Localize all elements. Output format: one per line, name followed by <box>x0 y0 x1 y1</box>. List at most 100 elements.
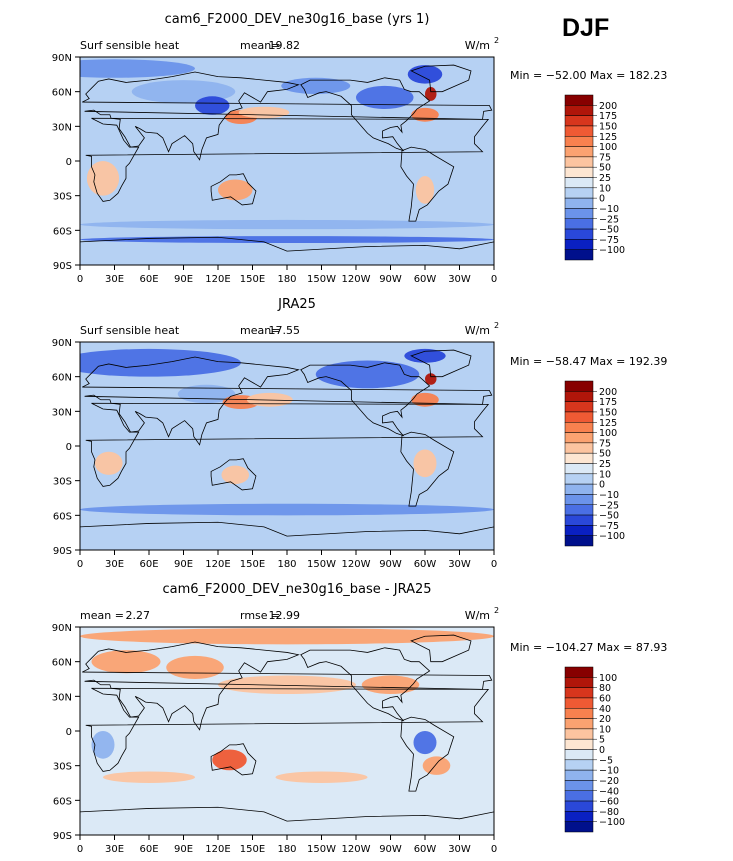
colorbar-label: 10 <box>599 724 611 735</box>
colorbar-label: −75 <box>599 235 619 246</box>
lon-tick-label: 180 <box>277 274 296 285</box>
lon-tick-label: 90E <box>174 274 193 285</box>
lat-tick-label: 0 <box>66 727 72 738</box>
colorbar-swatch <box>564 535 594 547</box>
min-max-label: Min = −104.27 Max = 87.93 <box>510 641 667 654</box>
colorbar-label: 125 <box>599 132 617 143</box>
colorbar-swatch <box>564 483 594 495</box>
coastline <box>410 349 472 378</box>
lon-tick-label: 30W <box>448 559 471 570</box>
colorbar-label: 0 <box>599 480 605 491</box>
lon-tick-label: 30W <box>448 844 471 855</box>
colorbar-swatch <box>564 401 594 413</box>
colorbar-label: −50 <box>599 511 619 522</box>
coastline <box>410 634 472 663</box>
field-blob <box>315 360 420 389</box>
coastline <box>300 647 431 722</box>
lat-tick-label: 0 <box>66 442 72 453</box>
colorbar-label: −5 <box>599 755 613 766</box>
field-blob <box>275 771 368 783</box>
coastline <box>85 687 490 772</box>
colorbar-swatch <box>564 697 594 709</box>
field-blob <box>80 628 494 645</box>
map-panel-3: 90N 60N 30N 0 30S 60S 90S 0 30E 60E 90E 120E 150E 180… <box>52 582 668 855</box>
field-blob <box>80 348 241 377</box>
lon-tick-label: 30E <box>105 274 124 285</box>
field-blob <box>195 96 230 115</box>
rmse-value: 12.99 <box>269 609 301 622</box>
field-blob <box>425 87 437 101</box>
colorbar-label: 50 <box>599 449 611 460</box>
coastline <box>210 458 257 491</box>
mean-label: mean = <box>80 609 124 622</box>
lon-tick-label: 120W <box>342 274 371 285</box>
field-blob <box>80 236 494 244</box>
lon-tick-label: 0 <box>77 274 83 285</box>
field-blob <box>356 85 414 109</box>
lon-tick-label: 0 <box>491 559 497 570</box>
field-layer <box>80 627 494 835</box>
lon-tick-label: 0 <box>77 844 83 855</box>
colorbar-label: −20 <box>599 776 619 787</box>
lon-tick-label: 60E <box>139 844 158 855</box>
units-label: W/m <box>465 39 490 52</box>
colorbar-label: 100 <box>599 428 617 439</box>
lon-tick-label: 60E <box>139 559 158 570</box>
colorbar-swatch <box>564 666 594 678</box>
field-blob <box>425 373 437 385</box>
coastline <box>400 431 455 507</box>
field-blob <box>80 59 195 78</box>
lat-tick-label: 30S <box>53 192 72 203</box>
colorbar-label: 100 <box>599 673 617 684</box>
lon-tick-label: 120E <box>205 559 230 570</box>
lat-tick-label: 90S <box>53 546 72 557</box>
colorbar-label: 60 <box>599 693 611 704</box>
lat-tick-label: 60N <box>52 88 72 99</box>
colorbar-label: 200 <box>599 387 617 398</box>
colorbar-label: 10 <box>599 183 611 194</box>
field-label: Surf sensible heat <box>80 324 180 337</box>
lat-tick-label: 60N <box>52 373 72 384</box>
colorbar-swatch <box>564 708 594 719</box>
lon-tick-label: 60W <box>414 559 437 570</box>
lat-tick-label: 90N <box>52 53 72 64</box>
colorbar-label: −75 <box>599 521 619 532</box>
lat-tick-label: 60N <box>52 658 72 669</box>
field-blob <box>413 731 437 755</box>
field-blob <box>422 756 451 775</box>
colorbar-label: 200 <box>599 101 617 112</box>
field-blob <box>218 675 356 695</box>
field-blob <box>91 731 115 759</box>
coastline <box>300 362 431 437</box>
lat-tick-label: 90N <box>52 623 72 634</box>
lon-tick-label: 60W <box>414 844 437 855</box>
colorbar-swatch <box>564 197 594 209</box>
lon-tick-label: 90W <box>379 844 402 855</box>
colorbar-label: 0 <box>599 194 605 205</box>
colorbar-label: 75 <box>599 152 611 163</box>
lat-tick-label: 60S <box>53 511 72 522</box>
colorbar-swatch <box>564 166 594 178</box>
lon-tick-label: 90W <box>379 559 402 570</box>
field-blob <box>281 77 351 94</box>
colorbar-label: 10 <box>599 469 611 480</box>
lon-tick-label: 60W <box>414 274 437 285</box>
lon-tick-label: 180 <box>277 844 296 855</box>
colorbar-label: 25 <box>599 459 611 470</box>
colorbar-swatch <box>564 125 594 137</box>
coastline <box>210 173 257 206</box>
colorbar-swatch <box>564 432 594 444</box>
lon-tick-label: 90E <box>174 844 193 855</box>
lat-tick-label: 90S <box>53 261 72 272</box>
lon-tick-label: 150W <box>307 274 336 285</box>
colorbar-label: 0 <box>599 745 605 756</box>
colorbar-swatch <box>564 504 594 516</box>
colorbar-swatch <box>564 156 594 168</box>
field-blob <box>361 675 420 695</box>
colorbar-swatch <box>564 411 594 423</box>
colorbar-swatch <box>564 738 594 750</box>
field-blob <box>413 449 437 478</box>
lon-tick-label: 0 <box>491 274 497 285</box>
